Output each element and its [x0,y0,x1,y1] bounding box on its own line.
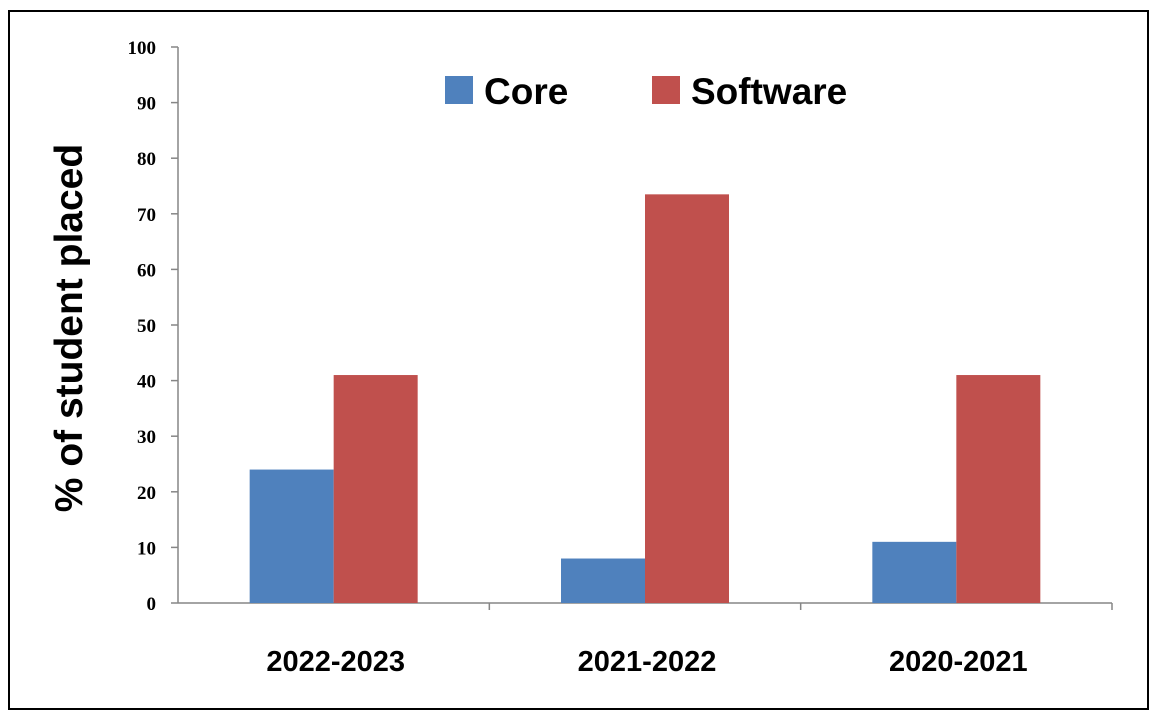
y-tick-label: 40 [137,372,156,393]
y-tick-label: 30 [137,427,156,448]
legend: Core Software [445,71,847,112]
x-tick-label: 2020-2021 [889,646,1028,678]
y-tick-label: 90 [137,94,156,115]
y-tick-label: 60 [137,260,156,281]
legend-label-software: Software [691,71,847,112]
y-tick-label: 10 [137,538,156,559]
legend-swatch-software [652,76,680,104]
y-ticks: 0 10 20 30 40 50 60 70 80 90 100 [128,38,178,615]
bar-core-2021-2022 [561,558,645,603]
legend-swatch-core [445,76,473,104]
y-tick-label: 0 [147,594,157,615]
x-tick-label: 2021-2022 [578,646,717,678]
y-tick-label: 80 [137,149,156,170]
bar-core-2020-2021 [872,541,957,603]
y-tick-label: 100 [128,38,157,59]
y-tick-label: 50 [137,316,156,337]
y-tick-label: 20 [137,483,156,504]
legend-label-core: Core [484,71,568,112]
bar-software-2020-2021 [956,375,1041,603]
x-tick-label: 2022-2023 [266,646,405,678]
y-tick-label: 70 [137,205,156,226]
bar-chart: 0 10 20 30 40 50 60 70 80 90 100 2022-2023 2021-202… [48,38,1113,678]
bar-core-2022-2023 [249,469,334,603]
bar-software-2022-2023 [333,375,418,603]
y-axis-title: % of student placed [48,144,91,512]
x-tick-labels: 2022-2023 2021-2022 2020-2021 [266,603,1113,678]
bars [249,194,1041,603]
bar-software-2021-2022 [645,194,729,603]
